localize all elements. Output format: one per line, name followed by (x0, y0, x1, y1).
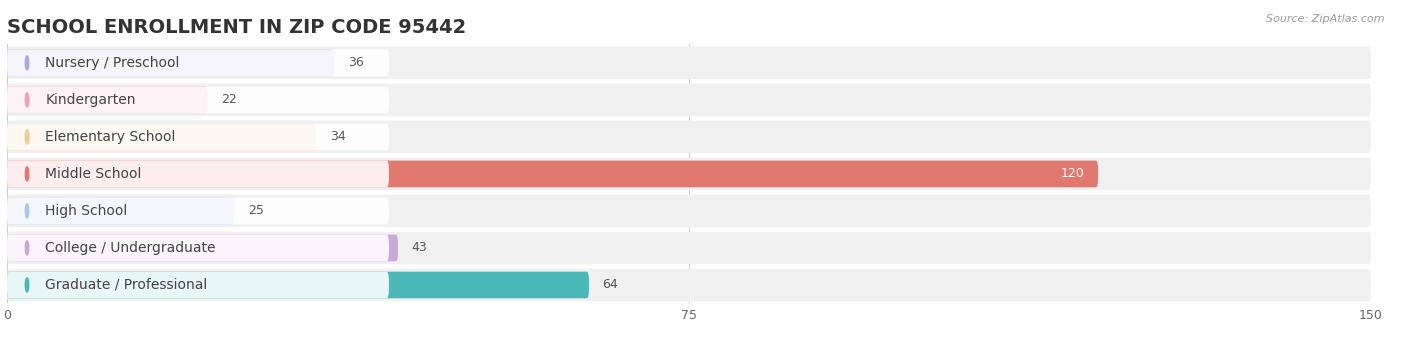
FancyBboxPatch shape (7, 272, 389, 298)
FancyBboxPatch shape (7, 49, 389, 76)
FancyBboxPatch shape (7, 161, 1098, 187)
FancyBboxPatch shape (7, 272, 589, 298)
Text: 64: 64 (603, 279, 619, 292)
Text: 43: 43 (412, 241, 427, 254)
Circle shape (25, 93, 28, 107)
FancyBboxPatch shape (7, 87, 207, 113)
Text: Kindergarten: Kindergarten (45, 93, 136, 107)
Text: Graduate / Professional: Graduate / Professional (45, 278, 208, 292)
Text: Middle School: Middle School (45, 167, 142, 181)
FancyBboxPatch shape (7, 158, 1371, 190)
FancyBboxPatch shape (7, 235, 398, 261)
FancyBboxPatch shape (7, 87, 389, 113)
Text: SCHOOL ENROLLMENT IN ZIP CODE 95442: SCHOOL ENROLLMENT IN ZIP CODE 95442 (7, 18, 467, 37)
Text: Nursery / Preschool: Nursery / Preschool (45, 56, 180, 70)
FancyBboxPatch shape (7, 197, 235, 224)
FancyBboxPatch shape (7, 197, 389, 224)
Text: 22: 22 (221, 93, 236, 106)
FancyBboxPatch shape (7, 123, 389, 150)
FancyBboxPatch shape (7, 161, 389, 187)
FancyBboxPatch shape (7, 235, 389, 261)
Circle shape (25, 278, 28, 292)
FancyBboxPatch shape (7, 47, 1371, 79)
Text: 36: 36 (347, 56, 364, 69)
Circle shape (25, 167, 28, 181)
Text: Source: ZipAtlas.com: Source: ZipAtlas.com (1267, 14, 1385, 24)
Text: High School: High School (45, 204, 128, 218)
Text: Elementary School: Elementary School (45, 130, 176, 144)
FancyBboxPatch shape (7, 123, 316, 150)
Text: 120: 120 (1060, 167, 1084, 180)
Text: 34: 34 (330, 130, 346, 143)
Circle shape (25, 204, 28, 218)
FancyBboxPatch shape (7, 49, 335, 76)
FancyBboxPatch shape (7, 121, 1371, 153)
FancyBboxPatch shape (7, 269, 1371, 301)
Text: 25: 25 (247, 205, 264, 218)
FancyBboxPatch shape (7, 195, 1371, 227)
Text: College / Undergraduate: College / Undergraduate (45, 241, 215, 255)
Circle shape (25, 130, 28, 144)
Circle shape (25, 56, 28, 70)
FancyBboxPatch shape (7, 232, 1371, 264)
FancyBboxPatch shape (7, 84, 1371, 116)
Circle shape (25, 241, 28, 255)
